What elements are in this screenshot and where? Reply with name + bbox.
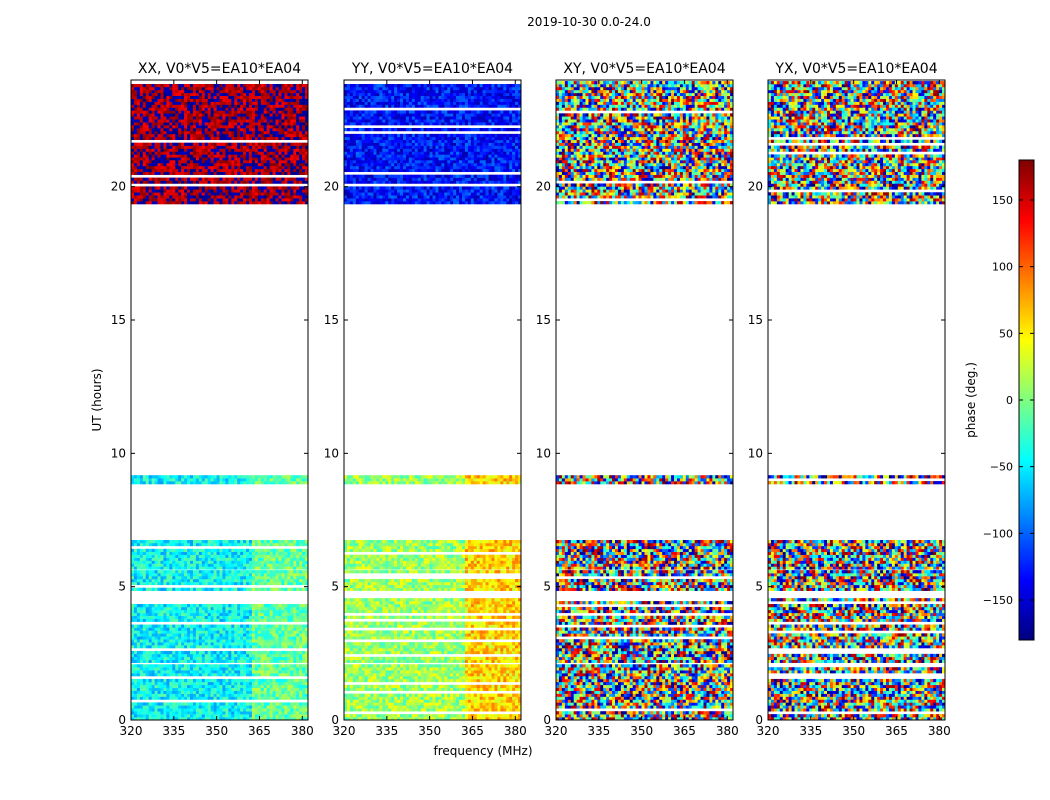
y-tick-label: 15 [324, 313, 339, 327]
x-tick-label: 335 [162, 724, 185, 738]
y-tick-label: 20 [324, 180, 339, 194]
figure-suptitle: 2019-10-30 0.0-24.0 [527, 15, 651, 29]
x-tick-label: 335 [799, 724, 822, 738]
y-tick-label: 10 [536, 446, 551, 460]
x-tick-label: 365 [461, 724, 484, 738]
panel-title: XX, V0*V5=EA10*EA04 [138, 61, 301, 77]
y-tick-label: 0 [331, 713, 339, 727]
y-tick-label: 5 [543, 580, 551, 594]
x-tick-label: 350 [842, 724, 865, 738]
colorbar: phase (deg.) −150 −100 −50 0 50 100 150 [964, 159, 1035, 641]
heatmap-cells [344, 84, 522, 721]
colorbar-label: phase (deg.) [964, 362, 978, 438]
panel-frame [130, 79, 309, 721]
panel-yx: YX, V0*V5=EA10*EA04 320 335 350 365 380 0 5 10 15… [748, 61, 951, 738]
heatmap-cells [131, 84, 309, 721]
y-tick-label: 10 [111, 446, 126, 460]
panel-title: YY, V0*V5=EA10*EA04 [351, 61, 513, 77]
y-tick-label: 0 [755, 713, 763, 727]
y-tick-label: 10 [324, 446, 339, 460]
x-tick-label: 350 [418, 724, 441, 738]
y-tick-label: 15 [111, 313, 126, 327]
panel-xy: XY, V0*V5=EA10*EA04 320 335 350 365 380 0 5 10 15… [536, 61, 739, 738]
x-tick-label: 335 [375, 724, 398, 738]
colorbar-tick-label: −50 [990, 461, 1013, 474]
heatmap-cells [556, 81, 734, 721]
colorbar-tick-label: 0 [1006, 394, 1013, 407]
y-tick-label: 20 [536, 180, 551, 194]
y-tick-label: 15 [536, 313, 551, 327]
panel-frame [343, 79, 522, 721]
x-tick-label: 320 [120, 724, 143, 738]
y-tick-label: 20 [748, 180, 763, 194]
x-tick-label: 380 [504, 724, 527, 738]
colorbar-tick-label: −100 [983, 527, 1013, 540]
x-tick-label: 320 [545, 724, 568, 738]
panel-title: XY, V0*V5=EA10*EA04 [563, 61, 725, 77]
x-tick-label: 320 [333, 724, 356, 738]
panels: XX, V0*V5=EA10*EA04 320 335 350 365 380 0 5 10 15… [111, 61, 951, 738]
y-tick-label: 15 [748, 313, 763, 327]
panel-yy: YY, V0*V5=EA10*EA04 320 335 350 365 380 0 5 10 15… [324, 61, 527, 738]
x-tick-label: 350 [205, 724, 228, 738]
heatmap-cells [768, 81, 946, 721]
x-tick-label: 365 [885, 724, 908, 738]
colorbar-tick-label: −150 [983, 594, 1013, 607]
x-tick-label: 380 [291, 724, 314, 738]
y-tick-label: 10 [748, 446, 763, 460]
panel-frame [767, 79, 946, 721]
panel-title: YX, V0*V5=EA10*EA04 [774, 61, 937, 77]
x-tick-label: 335 [587, 724, 610, 738]
y-tick-label: 0 [118, 713, 126, 727]
x-tick-label: 380 [716, 724, 739, 738]
y-tick-label: 0 [543, 713, 551, 727]
colorbar-tick-label: 150 [992, 194, 1013, 207]
colorbar-gradient [1019, 160, 1034, 640]
y-tick-label: 20 [111, 180, 126, 194]
y-tick-label: 5 [118, 580, 126, 594]
y-tick-label: 5 [331, 580, 339, 594]
x-tick-label: 380 [928, 724, 951, 738]
x-tick-label: 320 [757, 724, 780, 738]
x-tick-label: 365 [248, 724, 271, 738]
x-tick-label: 365 [673, 724, 696, 738]
panel-xx: XX, V0*V5=EA10*EA04 320 335 350 365 380 0 5 10 15… [111, 61, 314, 738]
panel-frame [555, 79, 734, 721]
y-tick-label: 5 [755, 580, 763, 594]
colorbar-tick-label: 50 [999, 327, 1013, 340]
x-axis-label: frequency (MHz) [433, 744, 532, 758]
x-tick-label: 350 [630, 724, 653, 738]
colorbar-tick-label: 100 [992, 261, 1013, 274]
y-axis-label: UT (hours) [90, 368, 104, 431]
